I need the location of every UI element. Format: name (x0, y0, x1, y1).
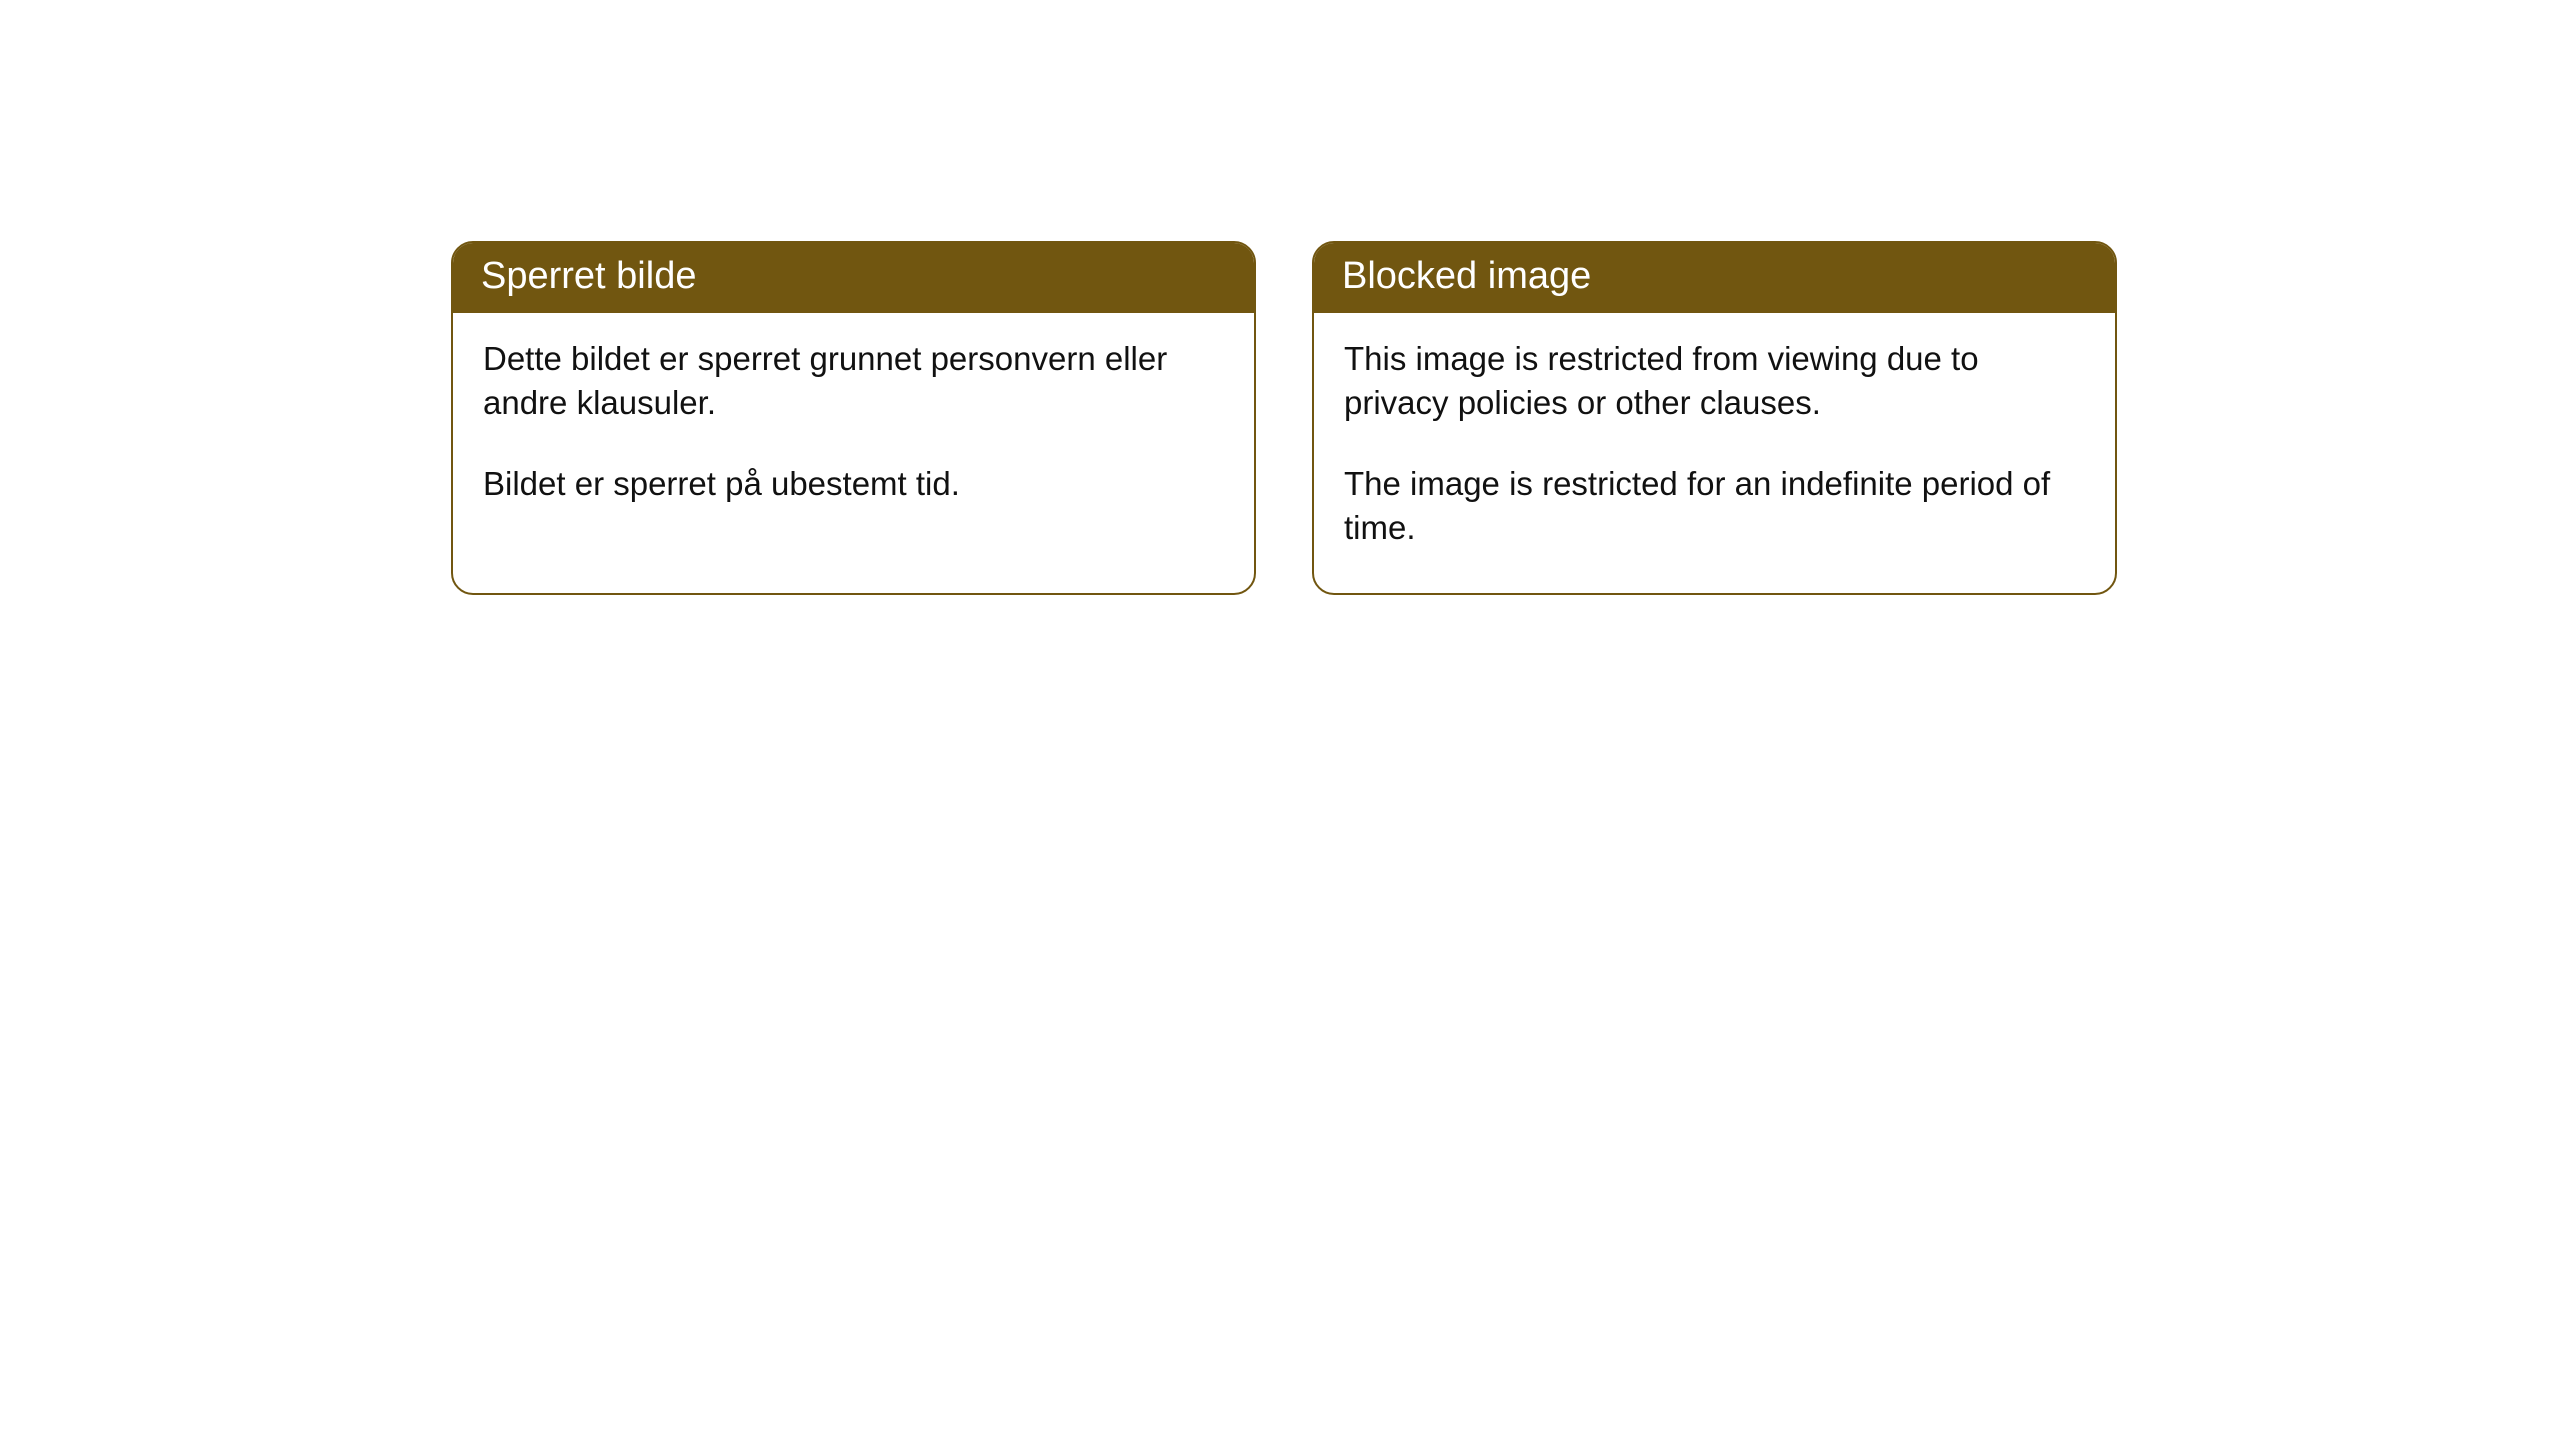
card-paragraph: Bildet er sperret på ubestemt tid. (483, 462, 1224, 507)
card-body: This image is restricted from viewing du… (1314, 313, 2115, 593)
card-paragraph: The image is restricted for an indefinit… (1344, 462, 2085, 551)
notice-cards-container: Sperret bilde Dette bildet er sperret gr… (0, 0, 2560, 595)
blocked-image-card-no: Sperret bilde Dette bildet er sperret gr… (451, 241, 1256, 595)
blocked-image-card-en: Blocked image This image is restricted f… (1312, 241, 2117, 595)
card-paragraph: This image is restricted from viewing du… (1344, 337, 2085, 426)
card-header: Sperret bilde (453, 243, 1254, 313)
card-paragraph: Dette bildet er sperret grunnet personve… (483, 337, 1224, 426)
card-header: Blocked image (1314, 243, 2115, 313)
card-body: Dette bildet er sperret grunnet personve… (453, 313, 1254, 549)
